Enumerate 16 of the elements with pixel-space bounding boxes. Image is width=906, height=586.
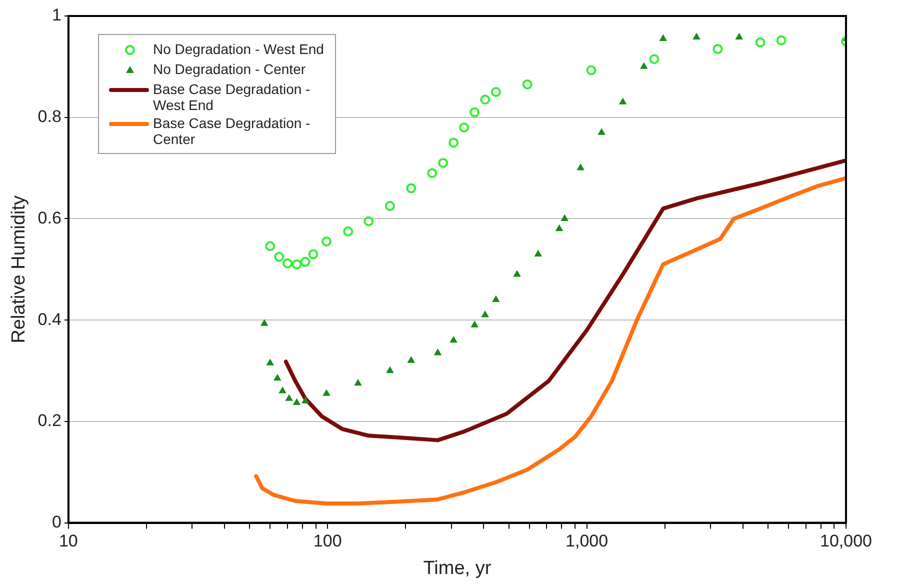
y-tick-label: 0.4 <box>38 310 62 329</box>
legend-label: Base Case Degradation - West End <box>153 81 312 113</box>
legend-label: No Degradation - West End <box>153 41 324 57</box>
y-axis-title: Relative Humidity <box>8 194 30 344</box>
legend-label: No Degradation - Center <box>153 61 306 77</box>
legend-label: Base Case Degradation - Center <box>153 115 312 147</box>
x-tick-label: 10 <box>58 532 78 551</box>
x-axis-title: Time, yr <box>423 558 492 579</box>
y-tick-label: 0.6 <box>38 208 62 228</box>
x-tick-label: 10,000 <box>820 532 872 551</box>
y-tick-label: 0 <box>52 512 62 532</box>
x-tick-label: 1,000 <box>566 532 608 551</box>
y-tick-label: 0.8 <box>38 107 62 126</box>
x-tick-label: 100 <box>313 532 342 551</box>
y-tick-label: 0.2 <box>38 411 62 430</box>
y-tick-label: 1 <box>52 6 62 25</box>
